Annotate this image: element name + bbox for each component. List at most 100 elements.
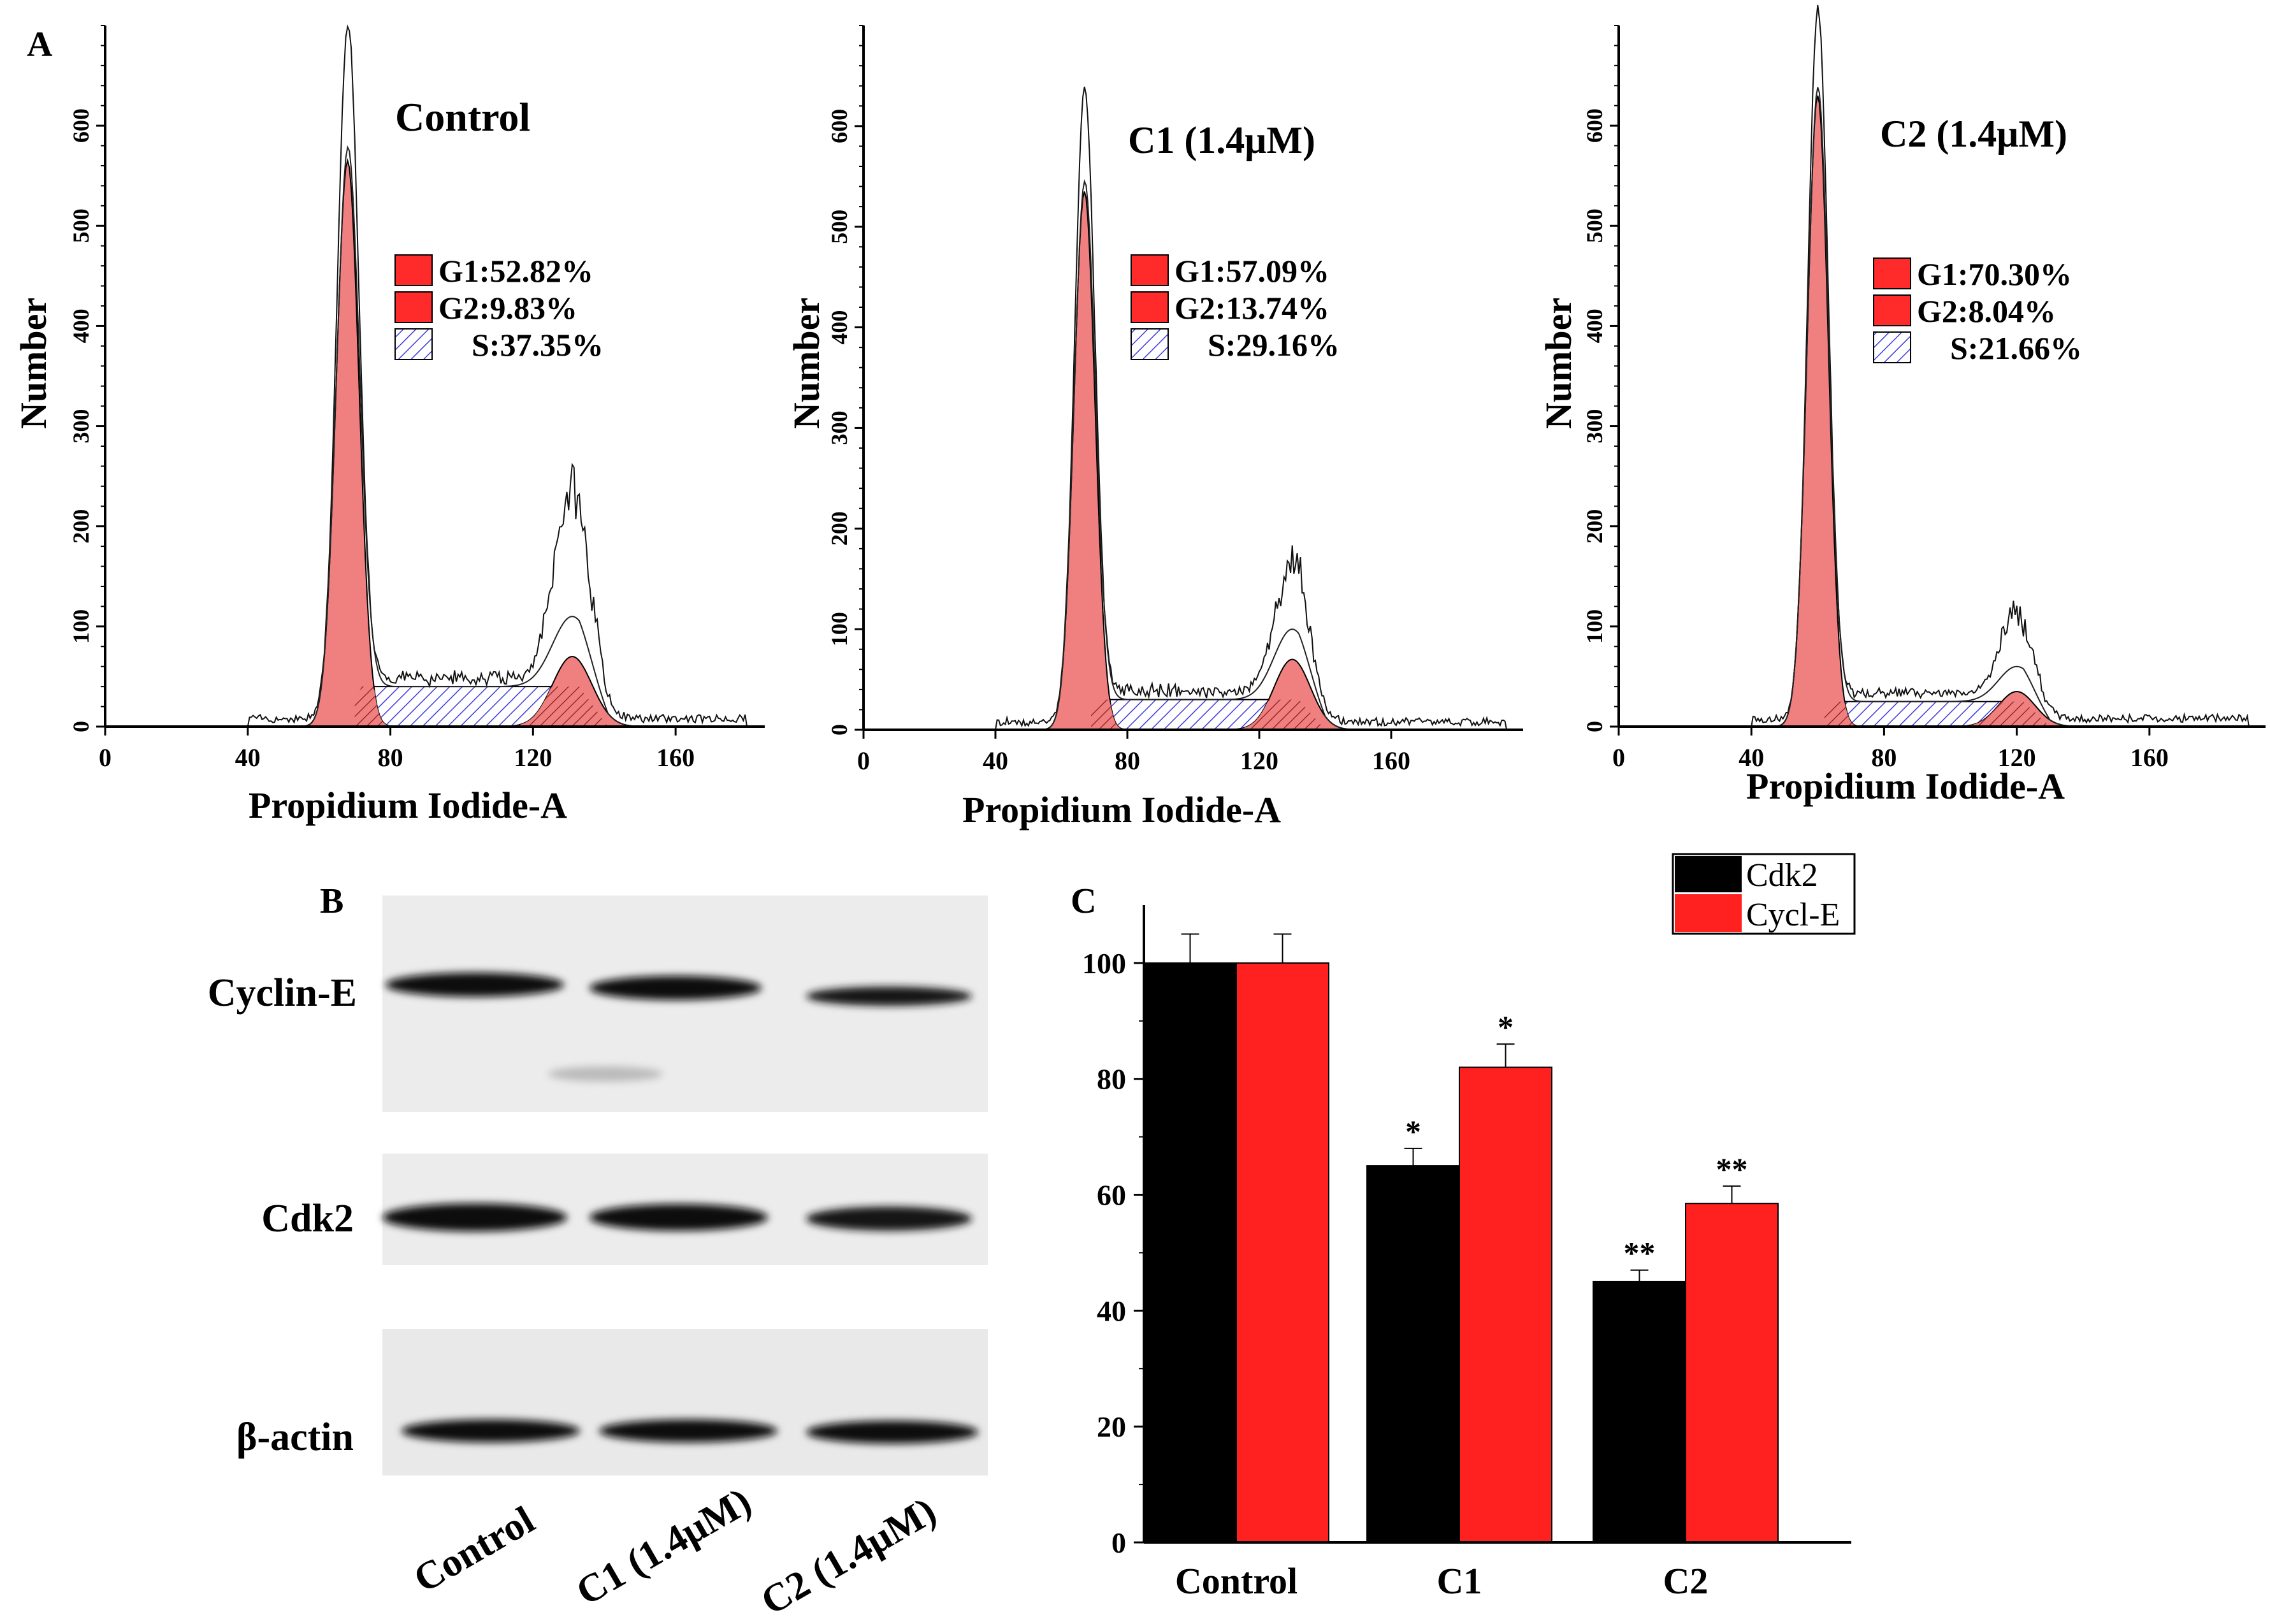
y-tick-label: 300	[827, 410, 852, 445]
histogram-curves	[105, 24, 765, 727]
y-axis-title: Number	[13, 298, 54, 429]
y-tick-label: 0	[827, 724, 852, 736]
legend-swatch-cdk2	[1675, 856, 1742, 892]
histogram-c2: 0 40 80 120 160 0 100 200 300 400 500 600 C2 (1.4μM…	[1538, 4, 2266, 807]
legend-swatch-cycl-e	[1675, 894, 1742, 932]
blot-label-cdk2: Cdk2	[261, 1197, 354, 1240]
y-tick-label: 400	[827, 310, 852, 345]
legend-label: G1:70.30%	[1917, 256, 2072, 292]
x-tick-label: 120	[1240, 746, 1278, 775]
y-tick-label: 600	[827, 109, 852, 143]
y-tick-label: 200	[827, 511, 852, 546]
band-cyclin-e-c1	[589, 976, 762, 1000]
band-cyclin-e-control	[386, 973, 564, 997]
phase-legend: G1:70.30%G2:8.04%S:21.66%	[1873, 256, 2082, 366]
histogram-title: Control	[395, 94, 530, 140]
x-tick-label: 160	[656, 743, 695, 772]
band-beta-actin-control	[401, 1419, 580, 1442]
y-tick-label: 300	[1582, 409, 1607, 444]
legend-label: G2:9.83%	[438, 290, 577, 326]
band-beta-actin-c2	[806, 1421, 978, 1444]
legend-label: S:21.66%	[1950, 330, 2082, 366]
axis-ticks: 0 40 80 120 160 0 100 200 300 400 500 600	[1582, 25, 2169, 772]
y-tick-label: 0	[68, 721, 94, 732]
g1-fit-area	[1037, 191, 1132, 730]
x-tick-label: 160	[2130, 743, 2169, 772]
band-cdk2-c1	[589, 1204, 768, 1231]
x-tick-label: 40	[235, 743, 261, 772]
g1-fit-area	[1770, 95, 1865, 727]
overlap-area	[1233, 699, 1332, 730]
bar-cycl-e-control	[1236, 962, 1329, 1543]
overlap-area	[354, 686, 398, 727]
x-tick-label: Control	[1175, 1560, 1298, 1602]
band-beta-actin-c1	[599, 1419, 777, 1442]
y-tick-label: 100	[68, 609, 94, 644]
raw-histogram-line	[864, 86, 1523, 730]
panel-b-label: B	[320, 881, 343, 921]
legend-swatch	[1873, 294, 1911, 326]
x-axis-title: Propidium Iodide-A	[249, 785, 567, 826]
y-tick-label: 60	[1097, 1179, 1126, 1212]
phase-legend: G1:52.82%G2:9.83%S:37.35%	[394, 253, 604, 363]
band-cyclin-e-c2	[806, 987, 972, 1006]
y-tick-label: 100	[1582, 609, 1607, 644]
y-tick-label: 400	[1582, 308, 1607, 343]
band-cdk2-control	[382, 1203, 567, 1231]
overlap-area	[1956, 701, 2057, 727]
significance-mark: *	[1405, 1113, 1421, 1149]
x-tick-label: 120	[1998, 743, 2036, 772]
legend-label-cdk2: Cdk2	[1746, 857, 1818, 894]
histogram-curves	[864, 86, 1523, 730]
y-tick-label: 500	[827, 210, 852, 244]
y-tick-label: 500	[68, 208, 94, 243]
y-tick-label: 600	[1582, 108, 1607, 143]
x-tick-label: 40	[983, 746, 1008, 775]
y-tick-label: 500	[1582, 208, 1607, 243]
legend-swatch	[1131, 254, 1169, 286]
bar-cdk2-c2	[1593, 1280, 1686, 1543]
bar-cdk2-c1	[1366, 1165, 1460, 1544]
axis-ticks: 0 40 80 120 160 0 100 200 300 400 500 600	[827, 25, 1410, 775]
x-tick-label: 80	[378, 743, 403, 772]
histogram-control: 0 40 80 120 160 0 100 200 300 400 500 600 Control P…	[13, 24, 765, 826]
x-tick-label: 120	[514, 743, 552, 772]
y-tick-label: 100	[1082, 947, 1126, 980]
bar-legend: Cdk2 Cycl-E	[1672, 853, 1856, 935]
bar-cycl-e-c1	[1459, 1066, 1552, 1543]
legend-swatch	[1131, 328, 1169, 360]
blot-label-beta-actin: β-actin	[236, 1416, 354, 1459]
significance-mark: *	[1498, 1009, 1514, 1045]
bar-cdk2-control	[1143, 962, 1237, 1543]
x-tick-label: 160	[1372, 746, 1410, 775]
legend-label: S:29.16%	[1208, 327, 1340, 363]
total-fit-line	[1771, 87, 2083, 727]
legend-label: G2:13.74%	[1175, 290, 1329, 326]
legend-swatch	[394, 328, 433, 360]
y-tick-label: 200	[68, 509, 94, 544]
y-axis-title: Number	[786, 298, 827, 429]
y-tick-label: 20	[1097, 1410, 1126, 1443]
bar-cycl-e-c2	[1685, 1203, 1779, 1543]
western-blot: Cyclin-E Cdk2 β-actin Control C1 (1.4μM)…	[208, 895, 988, 1623]
legend-swatch	[1131, 291, 1169, 323]
legend-swatch	[394, 254, 433, 286]
y-tick-label: 40	[1097, 1294, 1126, 1327]
total-fit-line	[1038, 179, 1359, 730]
y-tick-label: 600	[68, 108, 94, 143]
y-tick-label: 0	[1111, 1526, 1126, 1559]
x-tick-label: 40	[1739, 743, 1764, 772]
overlap-area	[1091, 699, 1131, 730]
x-axis-title: Propidium Iodide-A	[1746, 765, 2065, 807]
legend-label: G1:57.09%	[1175, 253, 1329, 289]
x-tick-label: 0	[99, 743, 112, 772]
band-cdk2-c2	[806, 1207, 972, 1231]
legend-swatch	[1873, 257, 1911, 289]
panel-a-label: A	[27, 25, 53, 64]
faint-band-smear	[548, 1066, 663, 1082]
g1-fit-area	[297, 158, 398, 727]
x-tick-label: 80	[1871, 743, 1897, 772]
histogram-c1: 0 40 80 120 160 0 100 200 300 400 500 600 C1 (1.4μM…	[786, 25, 1523, 830]
legend-label: G1:52.82%	[438, 253, 593, 289]
